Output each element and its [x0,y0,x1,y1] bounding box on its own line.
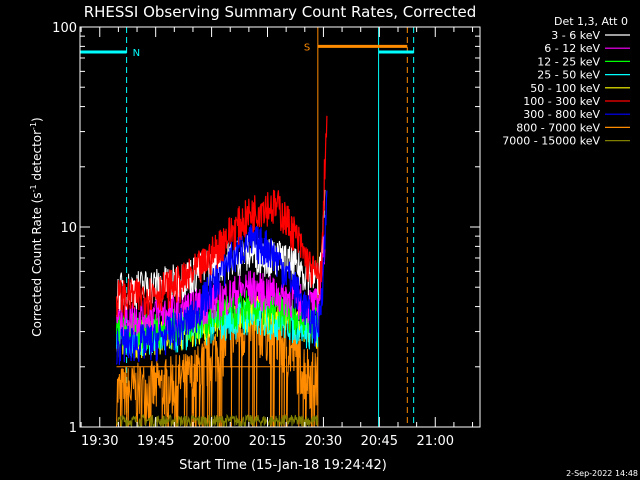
x-tick-label-2100: 21:00 [417,434,454,449]
y-tick-label-1: 1 [69,421,77,436]
legend-header: Det 1,3, Att 0 [554,15,628,28]
x-tick-label-2000: 20:00 [193,434,230,449]
legend-label-4: 50 - 100 keV [530,82,600,95]
legend-label-6: 300 - 800 keV [523,108,600,121]
y-tick-label-100: 100 [52,21,77,36]
x-tick-label-2045: 20:45 [361,434,398,449]
series-line-8 [116,413,319,429]
series-line-5 [115,115,328,318]
annotation-label-S: S [304,42,310,53]
legend-label-3: 25 - 50 keV [537,69,600,82]
x-tick-label-1945: 19:45 [137,434,174,449]
legend-label-7: 800 - 7000 keV [516,121,600,134]
legend-label-0: 3 - 6 keV [551,29,600,42]
legend-label-1: 6 - 12 keV [544,42,600,55]
y-axis-label-sup1: -1 [29,184,38,192]
y-axis-label-sup2: -1 [29,122,38,130]
legend-label-8: 7000 - 15000 keV [502,135,600,148]
x-axis-label: Start Time (15-Jan-18 19:24:42) [179,458,387,473]
legend-label-2: 12 - 25 keV [537,55,600,68]
y-axis-label-end: ) [30,117,44,122]
x-tick-label-1930: 19:30 [81,434,118,449]
y-axis-label-main: Corrected Count Rate (s [30,192,44,336]
x-tick-label-2030: 20:30 [305,434,342,449]
y-axis-label-mid: detector [30,130,44,185]
y-tick-label-10: 10 [60,221,77,236]
footer-date: 2-Sep-2022 14:48 [566,469,638,478]
legend-label-5: 100 - 300 keV [523,95,600,108]
chart-title: RHESSI Observing Summary Count Rates, Co… [84,3,477,21]
y-axis-label: Corrected Count Rate (s-1 detector-1) [29,117,44,336]
series-line-1 [116,236,326,338]
annotation-label-N: N [133,48,140,59]
x-tick-label-2015: 20:15 [249,434,286,449]
